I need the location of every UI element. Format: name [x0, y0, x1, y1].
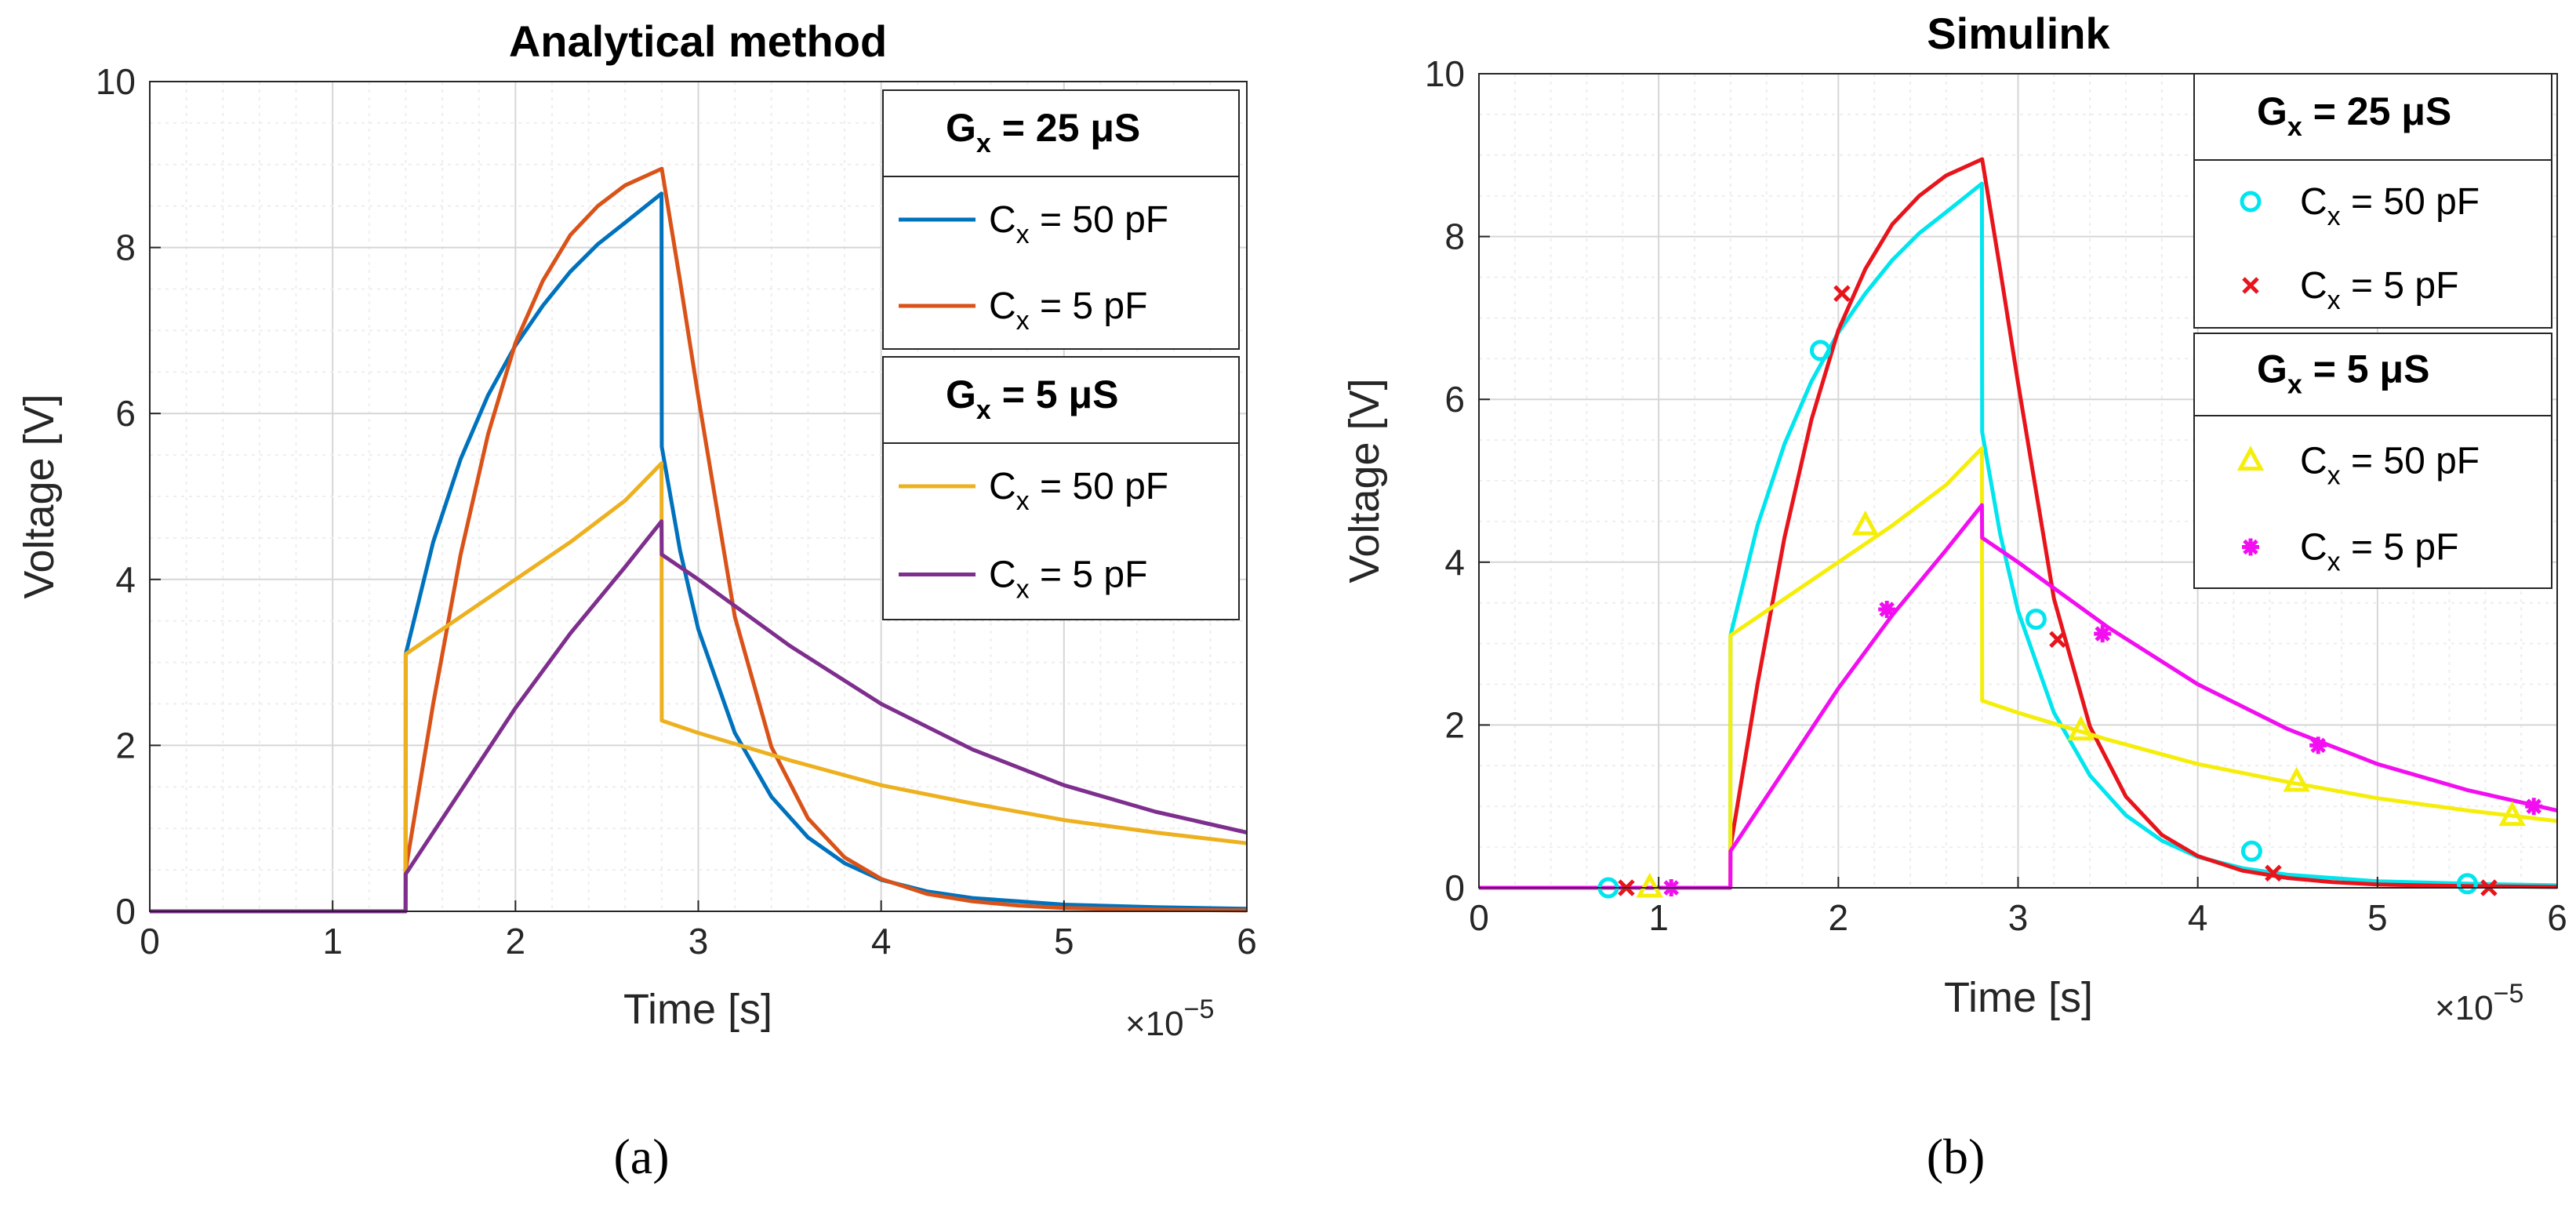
y-tick-label: 6 — [1444, 379, 1465, 420]
x-tick-label: 4 — [2188, 897, 2208, 938]
y-tick-label: 4 — [1444, 542, 1465, 583]
legend-group-header: Gx = 5 μS — [2257, 347, 2429, 400]
series-line-0 — [1479, 181, 2558, 890]
x-exponent-label: ×10−5 — [1125, 994, 1214, 1043]
y-tick-label: 8 — [1444, 216, 1465, 257]
legend: Gx = 25 μS Cx = 50 pF Cx = 5 pF Gx = 5 μS Cx… — [2193, 73, 2552, 589]
x-tick-label: 2 — [506, 921, 526, 962]
x-axis-label: Time [s] — [623, 986, 772, 1033]
series-marker-3 — [2525, 798, 2543, 816]
x-tick-label: 6 — [2547, 897, 2567, 938]
legend-group-header: Gx = 25 μS — [2257, 89, 2451, 142]
legend-entry-label: Cx = 50 pF — [989, 199, 1168, 249]
x-tick-label: 4 — [871, 921, 892, 962]
y-tick-label: 10 — [1425, 53, 1465, 94]
x-tick-label: 3 — [689, 921, 709, 962]
series-line-2 — [150, 461, 1248, 914]
legend-group-header: Gx = 5 μS — [946, 373, 1118, 425]
legend-marker — [2242, 277, 2259, 294]
legend-entry-label: Cx = 50 pF — [989, 466, 1168, 516]
y-tick-label: 2 — [115, 725, 136, 765]
x-tick-label: 1 — [1648, 897, 1669, 938]
x-tick-label: 5 — [2367, 897, 2388, 938]
series-marker-0 — [2240, 840, 2262, 862]
series-marker-3 — [2309, 736, 2327, 754]
legend-entry-label: Cx = 50 pF — [2300, 181, 2480, 231]
y-tick-label: 8 — [115, 227, 136, 268]
series-marker-0 — [2025, 608, 2047, 630]
chart-title: Simulink — [1927, 9, 2110, 58]
series-line-3 — [1479, 503, 2558, 890]
y-tick-label: 2 — [1444, 704, 1465, 745]
legend-entry-label: Cx = 50 pF — [2300, 441, 2480, 491]
series-marker-0 — [1809, 340, 1831, 362]
legend-marker — [2240, 191, 2262, 213]
y-tick-label: 6 — [115, 393, 136, 434]
legend-entry-label: Cx = 5 pF — [989, 554, 1147, 605]
series-marker-1 — [2265, 864, 2282, 882]
legend-marker — [2236, 445, 2265, 471]
figure-caption-a: (a) — [613, 1129, 669, 1184]
series-marker-0 — [2456, 873, 2478, 895]
x-tick-label: 5 — [1054, 921, 1074, 962]
x-tick-label: 1 — [322, 921, 343, 962]
series-line-0 — [150, 191, 1248, 914]
series-marker-3 — [2094, 625, 2112, 643]
panel-b-chart: 0 1 2 3 4 5 6 0 2 4 6 8 10 Simulink Time [s] Voltage [V… — [1341, 9, 2567, 1027]
series-marker-2 — [1636, 872, 1663, 898]
x-tick-label: 0 — [1469, 897, 1489, 938]
legend-entry-label: Cx = 5 pF — [989, 285, 1147, 336]
series-line-3 — [150, 519, 1248, 914]
y-tick-label: 0 — [115, 891, 136, 932]
panel-a-chart: 0 1 2 3 4 5 6 0 2 4 6 8 10 Analytical method Time [s] V… — [16, 16, 1257, 1043]
series-marker-2 — [2067, 715, 2095, 741]
series-line-1 — [1479, 157, 2558, 890]
x-tick-label: 6 — [1237, 921, 1257, 962]
series-marker-1 — [1833, 285, 1851, 303]
series-marker-2 — [2498, 801, 2526, 827]
y-tick-label: 0 — [1444, 867, 1465, 908]
chart-title: Analytical method — [509, 16, 887, 66]
legend-box — [2193, 73, 2552, 329]
legend-marker — [2242, 538, 2259, 556]
series-marker-1 — [2049, 631, 2066, 649]
legend-entry-label: Cx = 5 pF — [2300, 527, 2458, 577]
y-tick-label: 4 — [115, 559, 136, 600]
series-line-2 — [1479, 446, 2558, 890]
x-tick-label: 0 — [140, 921, 160, 962]
series-marker-3 — [1878, 601, 1896, 619]
legend-entry-label: Cx = 5 pF — [2300, 265, 2458, 315]
x-exponent-label: ×10−5 — [2435, 979, 2523, 1027]
series-marker-2 — [2283, 766, 2310, 792]
x-tick-label: 2 — [1829, 897, 1849, 938]
x-tick-label: 3 — [2008, 897, 2029, 938]
legend: Gx = 25 μS Cx = 50 pF Cx = 5 pF Gx = 5 μS Cx… — [882, 89, 1240, 620]
y-tick-label: 10 — [96, 61, 136, 102]
x-axis-label: Time [s] — [1944, 974, 2093, 1021]
figure-caption-b: (b) — [1927, 1129, 1986, 1184]
series-line-1 — [150, 166, 1248, 914]
y-axis-label: Voltage [V] — [16, 394, 63, 598]
legend-group-header: Gx = 25 μS — [946, 106, 1140, 158]
y-axis-label: Voltage [V] — [1341, 378, 1388, 583]
series-marker-2 — [1851, 510, 1879, 536]
